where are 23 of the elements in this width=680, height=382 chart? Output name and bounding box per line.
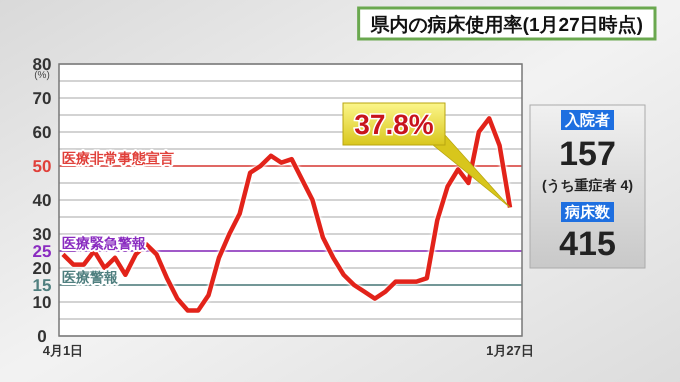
ref-line-label: 医療警報 xyxy=(62,269,119,285)
y-tick-label: 25 xyxy=(32,242,52,261)
ref-line-label: 医療緊急警報 xyxy=(62,235,147,251)
y-tick-label: 20 xyxy=(32,259,52,278)
y-tick-label: 40 xyxy=(32,191,52,210)
chart-title: 県内の病床使用率(1月27日時点) xyxy=(370,14,643,36)
y-tick-label: 15 xyxy=(32,276,52,295)
y-tick-label: 50 xyxy=(32,157,52,176)
y-tick-label: 10 xyxy=(32,293,52,312)
y-tick-label: 0 xyxy=(37,327,47,346)
text: 病床数 xyxy=(564,203,611,221)
line-series xyxy=(60,116,512,313)
ref-line-label: 医療非常事態宣言 xyxy=(62,150,174,166)
text: (うち重症者 4) xyxy=(542,177,633,194)
y-tick-label: 60 xyxy=(32,123,52,142)
text: 入院者 xyxy=(564,112,610,129)
text: 157 xyxy=(559,135,616,173)
x-tick-label: 4月1日 xyxy=(42,343,84,358)
y-tick-label: 30 xyxy=(32,225,52,244)
y-tick-label: 70 xyxy=(32,89,52,108)
x-tick-label: 1月27日 xyxy=(486,343,534,358)
text: 415 xyxy=(559,225,616,263)
annotation: 37.8% xyxy=(354,109,434,140)
